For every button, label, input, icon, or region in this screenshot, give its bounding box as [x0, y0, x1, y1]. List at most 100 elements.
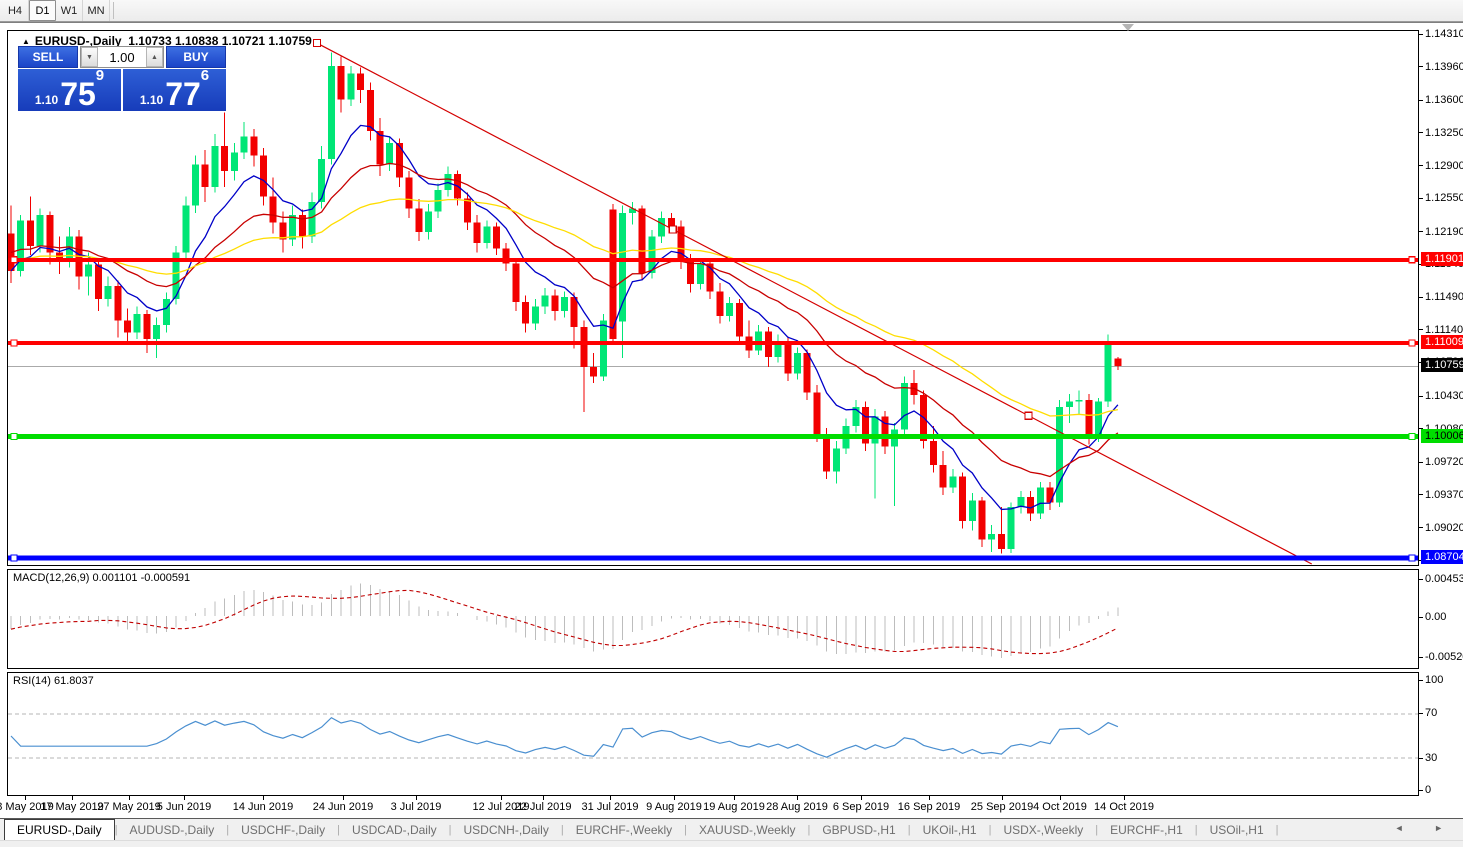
date-axis-label: 22 Jul 2019: [514, 801, 572, 813]
date-axis-label: 12 Jul 2019: [472, 801, 530, 813]
volume-increase-icon[interactable]: ▲: [146, 47, 163, 67]
date-axis-label: 19 Aug 2019: [703, 801, 765, 813]
sell-price-prefix: 1.10: [34, 93, 59, 107]
price-chart-panel[interactable]: ▲ EURUSD-,Daily 1.10733 1.10838 1.10721 1…: [7, 30, 1419, 566]
rsi-canvas[interactable]: [8, 673, 1418, 795]
sell-price-big: 75: [60, 76, 96, 112]
volume-value[interactable]: 1.00: [109, 49, 135, 65]
date-axis-label: 4 Oct 2019: [1033, 801, 1087, 813]
tab-separator: |: [807, 823, 811, 836]
chart-tab-eurusd-daily[interactable]: EURUSD-,Daily: [4, 819, 115, 840]
date-axis-label: 14 Oct 2019: [1094, 801, 1154, 813]
chart-tab-xauusd-weekly[interactable]: XAUUSD-,Weekly: [699, 823, 796, 837]
sell-price-pip: 9: [95, 67, 105, 84]
macd-signal-value: -0.000591: [140, 572, 191, 584]
macd-canvas[interactable]: [8, 570, 1418, 668]
price-axis-tick: 1.13960: [1419, 60, 1463, 74]
tab-separator: |: [684, 823, 688, 836]
date-axis-label: 6 Sep 2019: [832, 801, 890, 813]
price-axis-tick: 1.09370: [1419, 488, 1463, 502]
date-axis-tick: [734, 796, 735, 800]
chart-tab-gbpusd-h1[interactable]: GBPUSD-,H1: [822, 823, 896, 837]
tab-separator: |: [988, 823, 992, 836]
timeframe-button-w1[interactable]: W1: [56, 0, 83, 21]
rsi-value: 61.8037: [53, 675, 94, 687]
macd-label: MACD(12,26,9) 0.001101 -0.000591: [13, 572, 190, 584]
buy-price-tile[interactable]: 1.10 77 6: [123, 68, 226, 112]
price-axis-tick: 30: [1419, 751, 1437, 765]
timeframe-button-h4[interactable]: H4: [2, 0, 29, 21]
price-axis-tick: 1.10430: [1419, 389, 1463, 403]
date-axis-tick: [861, 796, 862, 800]
date-axis-tick: [1002, 796, 1003, 800]
tab-separator: |: [907, 823, 911, 836]
date-axis-tick: [501, 796, 502, 800]
price-axis-tick: 1.09720: [1419, 455, 1463, 469]
price-level-label: 1.11009: [1421, 334, 1463, 349]
rsi-label: RSI(14) 61.8037: [13, 675, 94, 687]
chart-tab-bar: EURUSD-,Daily | AUDUSD-,Daily | USDCHF-,Dail…: [0, 818, 1463, 840]
price-axis-tick: 0: [1419, 783, 1431, 797]
buy-button[interactable]: BUY: [166, 46, 226, 68]
macd-panel[interactable]: MACD(12,26,9) 0.001101 -0.000591: [7, 569, 1419, 669]
volume-decrease-icon[interactable]: ▼: [81, 47, 98, 67]
chart-title: ▲ EURUSD-,Daily 1.10733 1.10838 1.10721 1…: [22, 34, 312, 48]
date-axis-label: 14 Jun 2019: [232, 801, 294, 813]
buy-price-big: 77: [165, 76, 201, 112]
one-click-collapse-icon[interactable]: ▲: [22, 37, 30, 46]
price-axis-tick: 100: [1419, 673, 1443, 687]
date-axis-tick: [610, 796, 611, 800]
chart-tab-usdx-weekly[interactable]: USDX-,Weekly: [1003, 823, 1084, 837]
chart-ohlc-values: 1.10733 1.10838 1.10721 1.10759: [128, 34, 312, 48]
chart-tab-audusd-daily[interactable]: AUDUSD-,Daily: [129, 823, 215, 837]
chart-tab-usdcad-daily[interactable]: USDCAD-,Daily: [351, 823, 437, 837]
date-axis-label: 17 May 2019: [40, 801, 104, 813]
volume-spinner: ▼ 1.00 ▲: [80, 46, 164, 68]
date-axis-tick: [416, 796, 417, 800]
price-axis[interactable]: 1.14310 1.13960 1.13600 1.13250 1.12900 1.125…: [1419, 23, 1463, 818]
timeframe-button-d1[interactable]: D1: [29, 0, 56, 21]
chart-tab-usdchf-daily[interactable]: USDCHF-,Daily: [241, 823, 326, 837]
tab-separator: |: [1275, 823, 1279, 836]
date-axis-label: 25 Sep 2019: [970, 801, 1034, 813]
tab-scroll-arrows-icon[interactable]: ◄ ►: [1394, 823, 1457, 833]
chart-tab-usoil-h1[interactable]: USOil-,H1: [1209, 823, 1264, 837]
date-axis-tick: [929, 796, 930, 800]
tab-separator: |: [560, 823, 564, 836]
sell-price-tile[interactable]: 1.10 75 9: [18, 67, 121, 112]
timeframe-button-mn[interactable]: MN: [83, 0, 110, 21]
price-axis-tick: 0.00: [1419, 610, 1446, 624]
date-axis-label: 9 Aug 2019: [646, 801, 702, 813]
rsi-panel[interactable]: RSI(14) 61.8037: [7, 672, 1419, 796]
price-level-label: 1.10759: [1421, 358, 1463, 373]
date-axis-tick: [1060, 796, 1061, 800]
scroll-to-end-icon[interactable]: [1122, 24, 1134, 31]
price-axis-tick: 0.004536: [1419, 572, 1463, 586]
tab-separator: |: [1095, 823, 1099, 836]
date-axis[interactable]: 8 May 2019 17 May 2019 27 May 2019 5 Jun 20…: [0, 796, 1463, 818]
tab-separator: |: [337, 823, 340, 836]
date-axis-label: 16 Sep 2019: [897, 801, 961, 813]
sell-button[interactable]: SELL: [18, 46, 78, 68]
date-axis-tick: [184, 796, 185, 800]
date-axis-tick: [25, 796, 26, 800]
chart-tab-eurchf-weekly[interactable]: EURCHF-,Weekly: [575, 823, 673, 837]
price-axis-tick: 1.13600: [1419, 93, 1463, 107]
date-axis-tick: [674, 796, 675, 800]
price-axis-tick: 70: [1419, 706, 1437, 720]
date-axis-label: 5 Jun 2019: [156, 801, 212, 813]
candlestick-canvas[interactable]: [8, 31, 1418, 565]
price-axis-tick: 1.09020: [1419, 521, 1463, 535]
chart-tab-usdcnh-daily[interactable]: USDCNH-,Daily: [463, 823, 549, 837]
chart-tab-ukoil-h1[interactable]: UKOil-,H1: [922, 823, 977, 837]
toolbar-separator: [113, 2, 114, 19]
macd-name: MACD(12,26,9): [13, 572, 90, 584]
price-axis-tick: 1.11490: [1419, 290, 1463, 304]
chart-tab-eurchf-h1[interactable]: EURCHF-,H1: [1110, 823, 1183, 837]
date-axis-tick: [797, 796, 798, 800]
chart-window: ▲ EURUSD-,Daily 1.10733 1.10838 1.10721 1…: [0, 22, 1463, 847]
buy-price-prefix: 1.10: [139, 93, 164, 107]
date-axis-label: 3 Jul 2019: [390, 801, 442, 813]
date-axis-label: 28 Aug 2019: [766, 801, 828, 813]
